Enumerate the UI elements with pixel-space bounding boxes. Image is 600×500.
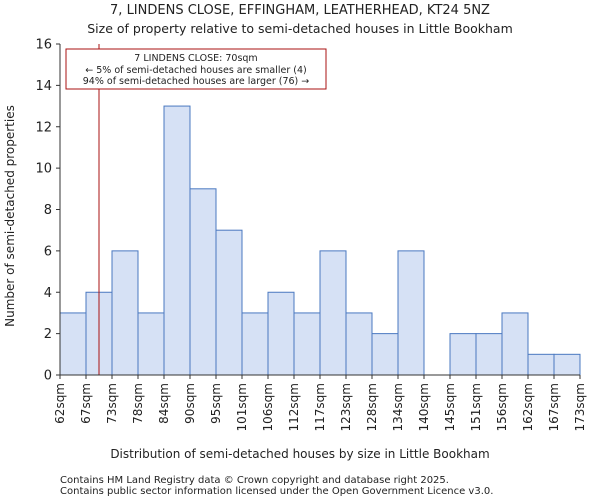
- x-tick-label-145sqm: 145sqm: [443, 383, 457, 431]
- annotation-line-2: ← 5% of semi-detached houses are smaller…: [85, 65, 306, 76]
- annotation-line-3: 94% of semi-detached houses are larger (…: [83, 76, 310, 87]
- bar-128sqm: [371, 333, 399, 376]
- y-axis-label: Number of semi-detached properties: [3, 105, 17, 327]
- x-tick-label-151sqm: 151sqm: [469, 383, 483, 431]
- x-tick-label-95sqm: 95sqm: [209, 383, 223, 424]
- y-tick-label-14: 14: [35, 79, 52, 94]
- bar-162sqm: [527, 353, 555, 376]
- chart-title: 7, LINDENS CLOSE, EFFINGHAM, LEATHERHEAD…: [110, 3, 490, 18]
- y-tick-label-16: 16: [35, 38, 52, 53]
- bar-151sqm: [475, 333, 503, 376]
- y-tick-label-8: 8: [44, 203, 52, 218]
- x-ticks-group: 62sqm 67sqm 73sqm 78sqm 84sqm 90sqm 95sqm 101sq…: [53, 375, 587, 431]
- x-tick-label-134sqm: 134sqm: [391, 383, 405, 431]
- bar-123sqm: [345, 312, 373, 376]
- bar-78sqm: [137, 312, 165, 376]
- bar-90sqm: [189, 188, 217, 376]
- x-tick-label-128sqm: 128sqm: [365, 383, 379, 431]
- bar-145sqm: [449, 333, 477, 376]
- bar-101sqm: [241, 312, 269, 376]
- x-tick-label-101sqm: 101sqm: [235, 383, 249, 431]
- footer-line-1: Contains HM Land Registry data © Crown c…: [60, 475, 449, 486]
- bar-73sqm: [111, 250, 139, 376]
- annotation-line-1: 7 LINDENS CLOSE: 70sqm: [134, 53, 257, 64]
- x-tick-label-78sqm: 78sqm: [131, 383, 145, 424]
- bar-117sqm: [319, 250, 347, 376]
- bar-84sqm: [163, 105, 191, 376]
- y-tick-label-6: 6: [44, 244, 52, 259]
- y-tick-label-12: 12: [35, 120, 52, 135]
- annotation-box: 7 LINDENS CLOSE: 70sqm ← 5% of semi-deta…: [65, 48, 327, 90]
- bar-167sqm: [553, 353, 581, 376]
- annotation-border: [65, 48, 327, 90]
- bar-95sqm: [215, 229, 243, 376]
- x-tick-label-167sqm: 167sqm: [547, 383, 561, 431]
- bars-group: [59, 105, 581, 376]
- x-tick-label-162sqm: 162sqm: [521, 383, 535, 431]
- x-tick-label-117sqm: 117sqm: [313, 383, 327, 431]
- x-tick-label-112sqm: 112sqm: [287, 383, 301, 431]
- x-tick-label-62sqm: 62sqm: [53, 383, 67, 424]
- bar-134sqm: [397, 250, 425, 376]
- y-tick-label-0: 0: [44, 369, 52, 384]
- x-tick-label-173sqm: 173sqm: [573, 383, 587, 431]
- x-tick-label-84sqm: 84sqm: [157, 383, 171, 424]
- y-tick-label-2: 2: [44, 327, 52, 342]
- x-tick-label-73sqm: 73sqm: [105, 383, 119, 424]
- chart-subtitle: Size of property relative to semi-detach…: [87, 21, 513, 36]
- bar-62sqm: [59, 312, 87, 376]
- x-tick-label-67sqm: 67sqm: [79, 383, 93, 424]
- x-tick-label-156sqm: 156sqm: [495, 383, 509, 431]
- x-tick-label-90sqm: 90sqm: [183, 383, 197, 424]
- footer-line-2: Contains public sector information licen…: [60, 486, 493, 497]
- x-tick-label-140sqm: 140sqm: [417, 383, 431, 431]
- bar-106sqm: [267, 291, 295, 376]
- bar-112sqm: [293, 312, 321, 376]
- y-tick-label-10: 10: [35, 162, 52, 177]
- x-tick-label-123sqm: 123sqm: [339, 383, 353, 431]
- y-ticks-group: 0 2 4 6 8 10 12 14 16: [35, 38, 60, 384]
- x-axis-label: Distribution of semi-detached houses by …: [110, 447, 489, 461]
- x-tick-label-106sqm: 106sqm: [261, 383, 275, 431]
- y-tick-label-4: 4: [44, 286, 52, 301]
- bar-156sqm: [501, 312, 529, 376]
